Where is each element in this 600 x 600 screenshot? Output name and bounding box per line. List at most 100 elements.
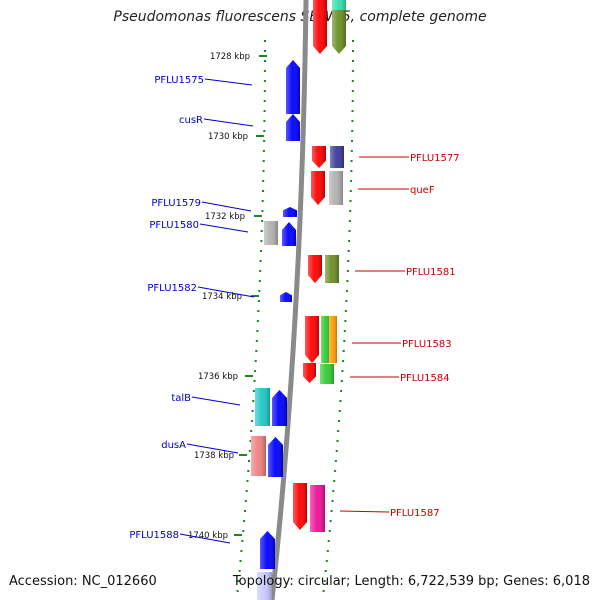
tick-mark-right bbox=[349, 200, 352, 202]
tick-mark-left bbox=[258, 280, 261, 282]
leader-line bbox=[201, 201, 252, 212]
scale-label: 1734 kbp bbox=[202, 292, 242, 302]
gene-arrow-shading bbox=[305, 316, 319, 363]
gene-arrow-shading bbox=[268, 437, 283, 477]
gene-arrow-shading bbox=[280, 292, 292, 302]
tick-mark-right bbox=[327, 540, 330, 542]
leader-line bbox=[179, 533, 231, 544]
tick-mark-left bbox=[261, 200, 264, 202]
gene-label-left[interactable]: talB bbox=[171, 393, 191, 404]
gene-arrow-shading bbox=[329, 171, 343, 205]
tick-mark-right bbox=[351, 70, 354, 72]
tick-mark-left bbox=[253, 380, 256, 382]
tick-mark-left bbox=[263, 120, 266, 122]
gene-label-left[interactable]: PFLU1582 bbox=[147, 283, 197, 294]
gene-label-left[interactable]: PFLU1579 bbox=[151, 198, 201, 209]
tick-mark-left bbox=[242, 530, 245, 532]
gene-arrow-shading bbox=[325, 255, 339, 283]
tick-mark-left bbox=[236, 590, 239, 592]
tick-mark-left bbox=[239, 560, 242, 562]
gene-label-right[interactable]: PFLU1577 bbox=[410, 153, 460, 164]
tick-mark-right bbox=[351, 120, 354, 122]
tick-mark-right bbox=[334, 460, 337, 462]
tick-mark-right bbox=[351, 130, 354, 132]
gene-label-right[interactable]: PFLU1581 bbox=[406, 267, 456, 278]
leader-line bbox=[203, 118, 254, 127]
tick-mark-right bbox=[322, 590, 325, 592]
tick-mark-left bbox=[248, 450, 251, 452]
tick-mark-left bbox=[264, 60, 266, 62]
tick-mark-right bbox=[339, 400, 342, 402]
scale-labels: 1728 kbp 1730 kbp 1732 kbp 1734 kbp 1736 kbp… bbox=[188, 52, 267, 541]
tick-mark-right bbox=[341, 370, 344, 372]
tick-mark-right bbox=[334, 470, 337, 472]
tick-mark-left bbox=[259, 270, 262, 272]
leader-line bbox=[339, 510, 390, 513]
tick-mark-left bbox=[261, 220, 264, 222]
tick-mark-left bbox=[256, 320, 259, 322]
tick-mark-left bbox=[246, 480, 249, 482]
gene-label-right[interactable]: PFLU1583 bbox=[402, 339, 452, 350]
gene-arrow-shading bbox=[320, 364, 334, 384]
gene-arrow-shading bbox=[311, 171, 325, 205]
gene-arrow-shading bbox=[313, 0, 327, 54]
gene-label-left[interactable]: PFLU1580 bbox=[149, 220, 199, 231]
tick-mark-right bbox=[330, 510, 333, 512]
gene-arrow-shading bbox=[308, 255, 322, 283]
tick-mark-right bbox=[352, 40, 354, 42]
tick-mark-left bbox=[263, 90, 266, 92]
leader-line bbox=[199, 223, 249, 233]
tick-mark-left bbox=[263, 110, 266, 112]
tick-mark-right bbox=[351, 100, 354, 102]
tick-mark-right bbox=[324, 570, 327, 572]
gene-arrow-shading bbox=[282, 222, 296, 246]
gene-arrow-shading bbox=[312, 146, 326, 168]
gene-label-right[interactable]: PFLU1584 bbox=[400, 373, 450, 384]
scale-label: 1738 kbp bbox=[194, 451, 234, 461]
scale-tick bbox=[251, 295, 259, 297]
gene-labels-left: PFLU1575 cusR PFLU1579 PFLU1580 PFLU1582 talB… bbox=[129, 75, 255, 544]
tick-mark-left bbox=[257, 300, 260, 302]
gene-label-left[interactable]: dusA bbox=[161, 440, 186, 451]
gene-label-left[interactable]: PFLU1575 bbox=[154, 75, 204, 86]
gene-label-left[interactable]: PFLU1588 bbox=[129, 530, 179, 541]
scale-tick bbox=[256, 135, 264, 137]
tick-mark-left bbox=[260, 250, 262, 252]
tick-mark-right bbox=[345, 290, 348, 292]
tick-mark-left bbox=[249, 440, 252, 442]
tick-mark-left bbox=[255, 340, 258, 342]
tick-mark-right bbox=[336, 440, 339, 442]
tick-mark-left bbox=[263, 80, 266, 82]
tick-mark-right bbox=[350, 160, 353, 162]
tick-mark-left bbox=[258, 290, 261, 292]
gene-arrow-shading bbox=[260, 531, 275, 569]
gene-arrow-shading bbox=[310, 485, 325, 532]
gene-arrow-shading bbox=[283, 207, 297, 217]
tick-mark-right bbox=[351, 90, 354, 92]
tick-mark-right bbox=[346, 280, 349, 282]
leader-line bbox=[204, 78, 253, 86]
gene-label-right[interactable]: PFLU1587 bbox=[390, 508, 440, 519]
gene-arrow-shading bbox=[329, 316, 337, 363]
tick-mark-left bbox=[263, 100, 266, 102]
tick-mark-right bbox=[351, 80, 354, 82]
tick-mark-left bbox=[245, 490, 248, 492]
tick-column-right bbox=[322, 40, 354, 592]
scale-label: 1728 kbp bbox=[210, 52, 250, 62]
tick-mark-right bbox=[329, 520, 332, 522]
tick-mark-right bbox=[333, 480, 336, 482]
gene-label-right[interactable]: queF bbox=[410, 185, 435, 196]
genome-backbone bbox=[269, 0, 309, 600]
tick-mark-left bbox=[262, 190, 264, 192]
scale-label: 1730 kbp bbox=[208, 132, 248, 142]
tick-mark-left bbox=[259, 260, 262, 262]
gene-arrow-shading bbox=[293, 483, 307, 530]
tick-mark-left bbox=[251, 410, 254, 412]
gene-arrow-shading bbox=[332, 0, 346, 54]
gene-arrow-shading bbox=[303, 363, 316, 383]
gene-label-left[interactable]: cusR bbox=[179, 115, 203, 126]
tick-mark-right bbox=[342, 360, 345, 362]
tick-mark-right bbox=[340, 380, 343, 382]
gene-arrow-shading bbox=[272, 390, 287, 426]
tick-mark-left bbox=[262, 170, 265, 172]
